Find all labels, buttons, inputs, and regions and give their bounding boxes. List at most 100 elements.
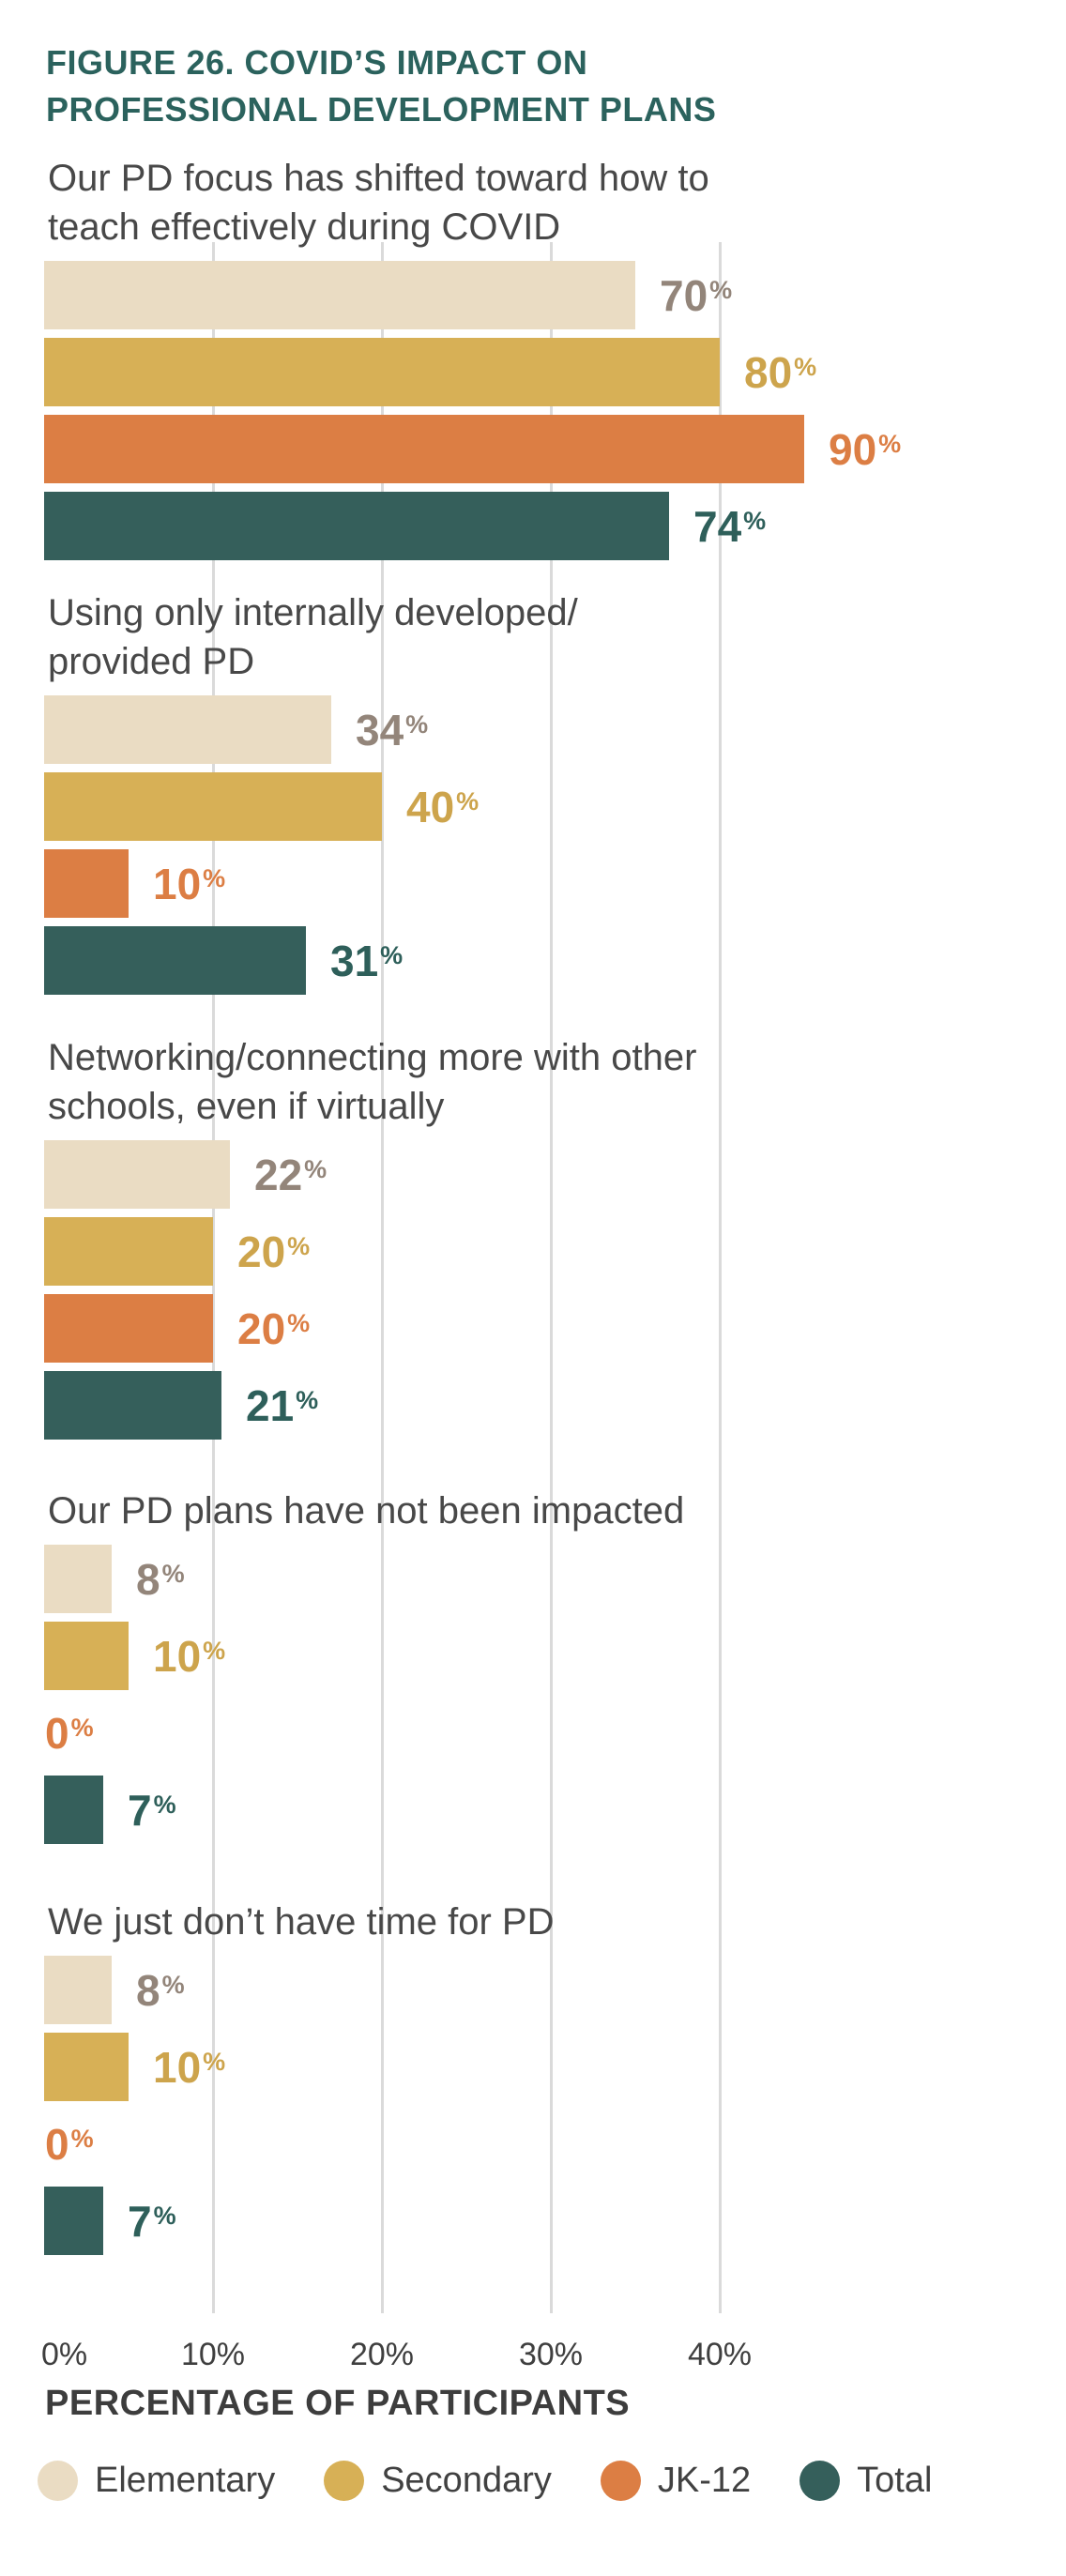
value-number: 0 [45,1708,69,1758]
bar-elementary [44,1140,230,1209]
figure-title: FIGURE 26. COVID’S IMPACT ON PROFESSIONA… [46,39,716,133]
bar-elementary [44,695,331,764]
value-label-total: 7% [128,2200,176,2243]
percent-sign: % [203,1636,226,1665]
percent-sign: % [794,352,817,381]
percent-sign: % [153,1790,176,1819]
value-number: 31 [330,936,379,985]
bar-secondary [44,772,382,841]
value-number: 70 [660,270,708,320]
gridline-30pct [550,242,553,2313]
category-label: Using only internally developed/provided… [48,588,1066,686]
percent-sign: % [70,1713,94,1742]
percent-sign: % [153,2201,176,2230]
bar-row-secondary: 10% [44,2033,1066,2101]
percent-sign: % [743,506,767,535]
value-label-elementary: 34% [356,709,428,752]
value-label-jk-12: 0% [45,1712,94,1755]
x-axis-tick-30: 30% [518,2337,584,2372]
bar-row-total: 7% [44,1776,1066,1844]
value-number: 40 [406,782,455,831]
x-axis-tick-0: 0% [41,2337,88,2372]
percent-sign: % [70,2124,94,2153]
value-number: 7 [128,2196,152,2246]
percent-sign: % [287,1308,311,1337]
bar-row-jk-12: 90% [44,415,1066,483]
category-label-line: Our PD plans have not been impacted [48,1490,685,1532]
bar-row-secondary: 20% [44,1217,1066,1286]
value-number: 8 [136,1965,160,2015]
x-axis-tick-10: 10% [180,2337,246,2372]
legend-label-elementary: Elementary [95,2461,276,2500]
x-axis-title: PERCENTAGE OF PARTICIPANTS [45,2384,631,2423]
category-label: We just don’t have time for PD [48,1898,1066,1946]
value-number: 21 [246,1380,295,1430]
bar-row-elementary: 22% [44,1140,1066,1209]
bar-total [44,1776,103,1844]
legend-label-secondary: Secondary [381,2461,552,2500]
value-label-elementary: 70% [660,274,732,317]
percent-sign: % [304,1154,327,1183]
percent-sign: % [161,1970,185,1999]
value-number: 22 [254,1150,303,1199]
value-number: 20 [237,1227,286,1276]
category-label-line: provided PD [48,641,255,682]
gridline-20pct [381,242,384,2313]
value-number: 34 [356,705,404,755]
category-label-line: schools, even if virtually [48,1086,445,1127]
bar-elementary [44,261,635,329]
bar-jk-12 [44,849,129,918]
bar-row-elementary: 34% [44,695,1066,764]
percent-sign: % [878,429,902,458]
value-number: 8 [136,1554,160,1604]
percent-sign: % [296,1385,319,1414]
bar-total [44,2187,103,2255]
x-axis-tick-20: 20% [349,2337,415,2372]
category-label-line: Our PD focus has shifted toward how to [48,158,709,199]
value-number: 0 [45,2119,69,2169]
bar-row-elementary: 8% [44,1545,1066,1613]
percent-sign: % [161,1559,185,1588]
value-label-jk-12: 0% [45,2123,94,2166]
value-label-total: 21% [246,1384,318,1427]
bar-row-total: 74% [44,492,1066,560]
value-number: 10 [153,2042,202,2092]
legend-swatch-secondary [324,2461,365,2501]
bar-secondary [44,1217,213,1286]
value-label-secondary: 10% [153,1635,225,1678]
value-label-secondary: 80% [744,351,816,394]
bar-group-5: We just don’t have time for PD 8% 10% 0% 7% [44,1898,1066,2264]
gridline-10pct [212,242,215,2313]
bar-row-jk-12: 0% [44,2110,1066,2178]
bar-row-jk-12: 20% [44,1294,1066,1363]
bar-row-secondary: 40% [44,772,1066,841]
bar-elementary [44,1545,112,1613]
percent-sign: % [203,2047,226,2076]
value-label-elementary: 22% [254,1153,327,1197]
x-axis-tick-40: 40% [687,2337,753,2372]
legend-item-elementary: Elementary [38,2461,275,2501]
bar-secondary [44,338,720,406]
value-number: 80 [744,347,793,397]
value-number: 7 [128,1785,152,1835]
legend-swatch-jk-12 [600,2461,641,2501]
category-label: Networking/connecting more with other sch… [48,1033,1066,1131]
category-label: Our PD focus has shifted toward how to te… [48,154,1066,252]
bar-group-4: Our PD plans have not been impacted 8% 10%… [44,1486,1066,1852]
value-number: 20 [237,1303,286,1353]
value-number: 90 [829,424,877,474]
bar-row-jk-12: 0% [44,1699,1066,1767]
bar-row-total: 7% [44,2187,1066,2255]
value-label-total: 31% [330,939,403,983]
bar-total [44,1371,221,1440]
value-label-secondary: 10% [153,2046,225,2089]
x-axis: 0% 10% 20% 30% 40% [0,2337,1066,2374]
legend-label-jk-12: JK-12 [657,2461,752,2500]
value-label-jk-12: 10% [153,862,225,906]
percent-sign: % [380,940,404,969]
bar-row-jk-12: 10% [44,849,1066,918]
legend-item-total: Total [800,2461,932,2501]
value-label-jk-12: 20% [237,1307,310,1350]
percent-sign: % [405,709,429,739]
